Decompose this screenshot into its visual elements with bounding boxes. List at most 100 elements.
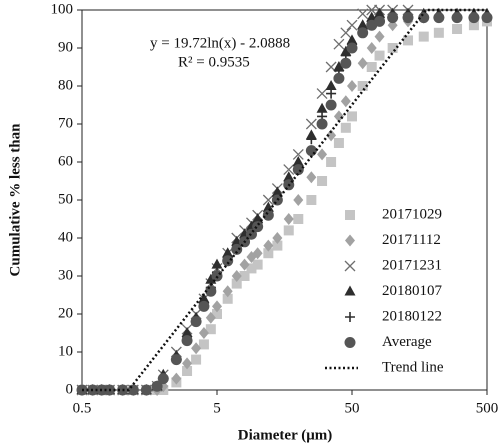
legend-label: 20180122: [382, 308, 442, 324]
y-tick-label: 10: [58, 343, 73, 359]
marker-plus: [345, 312, 355, 322]
marker-circle: [127, 384, 139, 396]
y-tick-label: 100: [51, 1, 74, 17]
marker-diamond: [171, 372, 182, 385]
x-axis-title: Diameter (μm): [238, 427, 332, 443]
marker-circle: [231, 243, 243, 255]
marker-square: [387, 43, 398, 53]
marker-square: [366, 62, 377, 72]
x-tick-label: 0.5: [73, 400, 92, 416]
marker-circle: [325, 99, 337, 111]
marker-circle: [374, 15, 386, 27]
marker-x: [333, 38, 345, 50]
marker-circle: [316, 118, 328, 130]
marker-square: [452, 24, 463, 34]
marker-circle: [151, 380, 163, 392]
marker-square: [333, 138, 344, 148]
legend-label: 20180107: [382, 283, 443, 299]
marker-circle: [387, 12, 399, 24]
y-axis-title: Cumulative % less than: [7, 123, 23, 277]
y-tick-label: 40: [58, 229, 73, 245]
marker-diamond: [326, 129, 337, 142]
legend-label: 20171231: [382, 257, 442, 273]
x-tick-label: 50: [345, 400, 360, 416]
marker-square: [283, 225, 294, 236]
marker-diamond: [283, 213, 294, 225]
marker-square: [272, 240, 283, 251]
marker-square: [340, 122, 351, 133]
marker-circle: [157, 373, 169, 385]
y-tick-label: 20: [58, 305, 73, 321]
marker-square: [252, 259, 263, 270]
marker-circle: [190, 316, 202, 328]
marker-circle: [340, 57, 352, 69]
marker-diamond: [357, 57, 368, 70]
marker-square: [468, 20, 479, 31]
marker-diamond: [347, 80, 357, 92]
marker-circle: [451, 12, 463, 24]
annotation: y = 19.72ln(x) - 2.0888: [150, 35, 290, 51]
marker-circle: [333, 72, 345, 84]
y-tick-label: 80: [58, 77, 73, 93]
marker-square: [433, 27, 444, 38]
marker-x: [305, 118, 317, 130]
marker-square: [374, 50, 385, 61]
marker-circle: [305, 145, 317, 157]
marker-diamond: [191, 342, 202, 355]
marker-diamond: [366, 42, 377, 54]
y-tick-label: 30: [58, 267, 73, 283]
marker-circle: [292, 164, 304, 176]
marker-circle: [170, 354, 182, 366]
marker-diamond: [252, 247, 263, 260]
marker-diamond: [263, 239, 274, 252]
marker-diamond: [198, 327, 209, 339]
marker-square: [357, 81, 368, 91]
marker-square: [263, 248, 274, 259]
marker-circle: [468, 12, 480, 24]
marker-triangle: [316, 102, 328, 113]
trend-line: [82, 8, 487, 392]
marker-diamond: [212, 300, 222, 313]
marker-plus: [326, 88, 337, 99]
marker-circle: [262, 209, 274, 221]
marker-square: [182, 366, 193, 376]
marker-square: [205, 324, 216, 335]
y-tick-label: 0: [66, 381, 74, 397]
marker-triangle: [325, 80, 337, 90]
marker-square: [418, 31, 429, 42]
marker-x: [346, 19, 358, 31]
y-tick-label: 60: [58, 153, 73, 169]
marker-plus: [306, 134, 317, 145]
marker-square: [198, 339, 209, 350]
marker-diamond: [306, 171, 317, 184]
marker-circle: [433, 12, 445, 24]
marker-circle: [481, 12, 493, 24]
marker-diamond: [317, 148, 328, 161]
marker-x: [357, 8, 369, 20]
legend-label: 20171112: [382, 232, 441, 248]
marker-diamond: [340, 95, 351, 108]
marker-square: [326, 157, 337, 167]
marker-triangle: [344, 285, 356, 296]
marker-x: [344, 260, 356, 272]
marker-diamond: [333, 110, 344, 123]
marker-diamond: [374, 30, 385, 43]
marker-square: [246, 263, 257, 274]
marker-square: [347, 111, 357, 122]
marker-diamond: [231, 270, 242, 282]
marker-triangle: [211, 258, 223, 269]
y-tick-label: 50: [58, 191, 73, 207]
marker-circle: [346, 42, 358, 54]
marker-square: [231, 278, 242, 289]
marker-circle: [344, 337, 356, 348]
marker-x: [316, 88, 328, 100]
marker-circle: [402, 12, 414, 24]
marker-diamond: [205, 311, 216, 324]
marker-x: [262, 194, 274, 206]
marker-circle: [357, 27, 369, 39]
marker-square: [191, 354, 202, 365]
marker-square: [317, 176, 328, 186]
marker-square: [293, 214, 304, 224]
y-tick-label: 90: [58, 39, 73, 55]
